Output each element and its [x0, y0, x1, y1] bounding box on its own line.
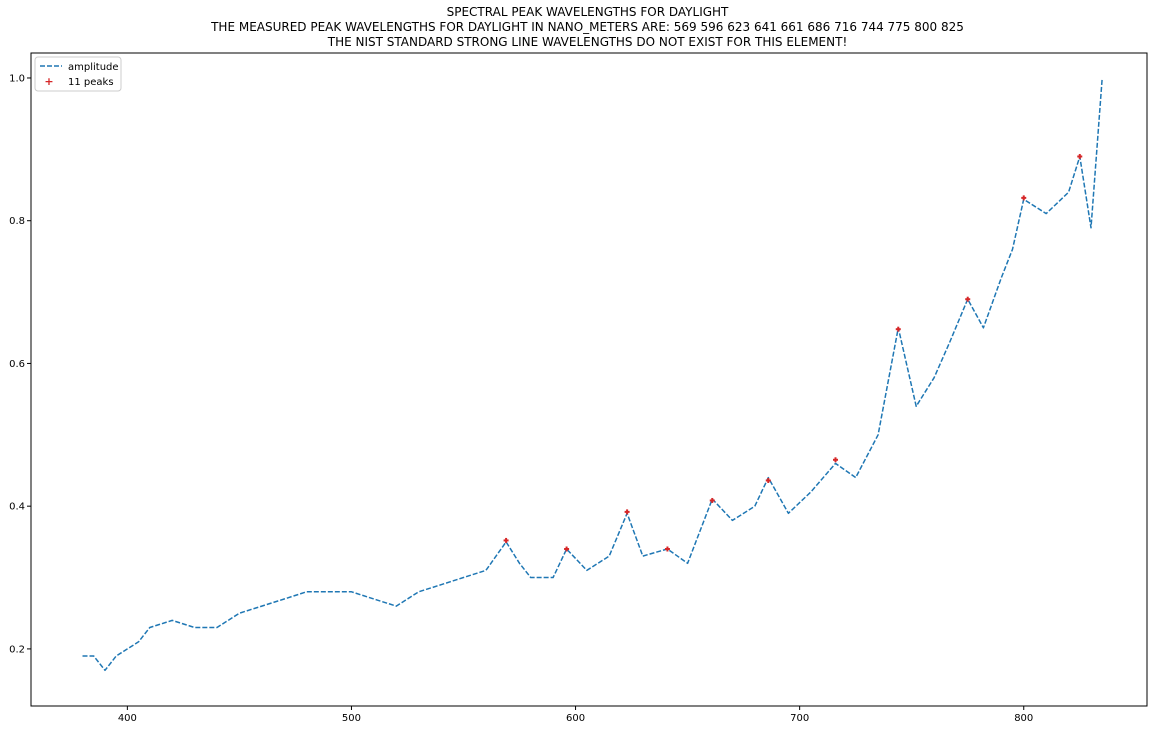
peak-marker — [1077, 153, 1083, 159]
y-tick-label: 1.0 — [9, 73, 25, 84]
peak-marker — [709, 497, 715, 503]
legend-label-amplitude: amplitude — [68, 62, 119, 73]
y-tick-label: 0.4 — [9, 502, 25, 513]
chart-titles: SPECTRAL PEAK WAVELENGTHS FOR DAYLIGHT T… — [0, 5, 1156, 50]
chart-subtitle-peaks: THE MEASURED PEAK WAVELENGTHS FOR DAYLIG… — [211, 20, 964, 34]
peaks-layer — [503, 153, 1083, 552]
plot-area — [30, 52, 1148, 707]
chart-title: SPECTRAL PEAK WAVELENGTHS FOR DAYLIGHT — [446, 5, 729, 19]
amplitude-series-line — [82, 77, 1103, 672]
x-tick-label: 700 — [790, 713, 809, 724]
x-tick-label: 400 — [118, 713, 137, 724]
y-tick-label: 0.8 — [9, 216, 25, 227]
peak-marker — [1021, 195, 1027, 201]
chart-subtitle-nist: THE NIST STANDARD STRONG LINE WAVELENGTH… — [327, 35, 848, 49]
x-tick-label: 500 — [342, 713, 361, 724]
peak-marker — [965, 296, 971, 302]
peak-marker — [564, 546, 570, 552]
x-tick-label: 600 — [566, 713, 585, 724]
y-tick-label: 0.2 — [9, 644, 25, 655]
legend-label-peaks: 11 peaks — [68, 77, 114, 88]
axis-ticks: 400 500 600 700 800 0.2 0.4 0.6 0.8 1.0 — [9, 73, 1033, 724]
peak-marker — [624, 509, 630, 515]
peak-marker — [503, 537, 509, 543]
legend-peak-swatch: + — [44, 75, 53, 88]
series-layer — [82, 77, 1103, 672]
x-tick-label: 800 — [1014, 713, 1033, 724]
peak-marker — [833, 457, 839, 463]
peak-marker — [765, 477, 771, 483]
legend: amplitude + 11 peaks — [34, 56, 122, 92]
peak-marker — [895, 326, 901, 332]
y-tick-label: 0.6 — [9, 359, 25, 370]
peak-marker — [664, 546, 670, 552]
